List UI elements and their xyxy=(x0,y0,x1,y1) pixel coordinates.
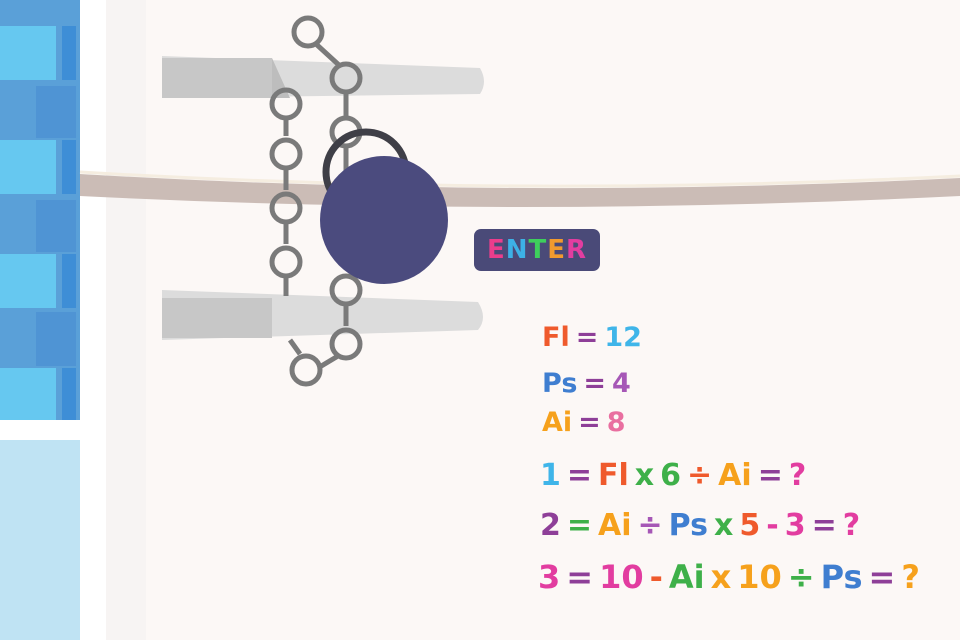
magnet-token: ? xyxy=(901,558,920,596)
magnet-token: = xyxy=(566,508,593,543)
enter-letter: T xyxy=(528,235,548,265)
magnet-token: ÷ xyxy=(687,458,713,493)
magnet-token: Ps xyxy=(820,558,863,596)
magnet-token: ÷ xyxy=(787,558,815,596)
clue-ai: Ai = 8 xyxy=(542,407,632,438)
chain-icon xyxy=(269,15,363,387)
enter-button[interactable]: E N T E R xyxy=(474,229,600,271)
magnet-token: x xyxy=(710,558,732,596)
magnet-token: = xyxy=(566,458,593,493)
equation-3: 3 = 10- Ai x 10 ÷ Ps =? xyxy=(538,558,926,596)
enter-letter: R xyxy=(566,235,588,265)
padlock-icon[interactable] xyxy=(320,128,448,284)
magnet-token: Ps xyxy=(542,368,578,399)
magnet-token: x xyxy=(634,458,655,493)
magnet-token: Ai xyxy=(668,558,705,596)
magnet-token: ÷ xyxy=(637,508,663,543)
equation-2: 2 = Ai ÷ Ps x 5-3 =? xyxy=(540,508,866,543)
magnet-token: = xyxy=(583,368,607,399)
magnet-token: 3 xyxy=(784,508,806,543)
magnet-token: ? xyxy=(842,508,861,543)
magnet-token: 6 xyxy=(660,458,682,493)
magnet-token: 4 xyxy=(612,368,631,399)
magnet-token: x xyxy=(714,508,734,543)
door-frame xyxy=(80,0,106,640)
magnet-token: 1 xyxy=(540,458,561,493)
magnet-token: 12 xyxy=(604,322,642,353)
brick-wall xyxy=(0,0,80,640)
magnet-token: ? xyxy=(788,458,807,493)
magnet-token: Ai xyxy=(718,458,752,493)
enter-letter: N xyxy=(505,235,529,265)
magnet-token: = xyxy=(757,458,783,493)
magnet-token: 10 xyxy=(599,558,644,596)
magnet-token: Ai xyxy=(542,407,573,438)
magnet-token: 10 xyxy=(737,558,782,596)
magnet-token: = xyxy=(575,322,599,353)
enter-letter: E xyxy=(547,235,566,265)
magnet-token: Ai xyxy=(598,508,632,543)
equation-1: 1 = Fl x 6 ÷ Ai =? xyxy=(540,458,812,493)
magnet-token: = xyxy=(868,558,896,596)
hinge-icon xyxy=(162,290,483,340)
magnet-token: = xyxy=(578,407,601,438)
clue-ps: Ps = 4 xyxy=(542,368,637,399)
magnet-token: 3 xyxy=(538,558,561,596)
magnet-token: 2 xyxy=(540,508,561,543)
enter-letter: E xyxy=(486,235,506,265)
magnet-token: - xyxy=(649,558,663,596)
door-ledge xyxy=(79,170,960,207)
magnet-token: = xyxy=(811,508,837,543)
magnet-token: = xyxy=(566,558,594,596)
clue-fl: Fl = 12 xyxy=(542,322,648,353)
magnet-token: 8 xyxy=(606,407,626,438)
magnet-token: Fl xyxy=(542,322,570,353)
magnet-token: Fl xyxy=(598,458,629,493)
magnet-token: - xyxy=(766,508,779,543)
magnet-token: Ps xyxy=(668,508,708,543)
magnet-token: 5 xyxy=(739,508,761,543)
